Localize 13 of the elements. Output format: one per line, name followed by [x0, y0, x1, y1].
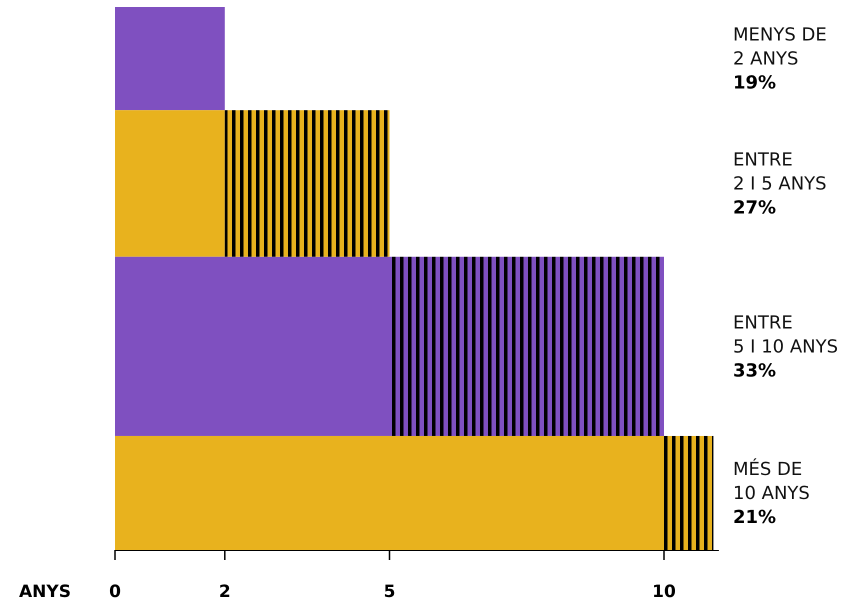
x-tick-label: 5 [384, 582, 396, 602]
text: 27% [733, 197, 776, 218]
y-tick-label: ENTRE 5 I 10 ANYS [733, 312, 838, 358]
y-tick-label: MENYS DE 2 ANYS [733, 24, 827, 70]
x-tick-label: 2 [218, 582, 231, 602]
text: 33% [733, 360, 776, 382]
x-tick-label: 0 [109, 582, 122, 602]
x-axis-title: ANYS [19, 582, 71, 602]
y-tick-label: MÉS DE 10 ANYS [733, 458, 810, 504]
y-tick-label: ENTRE 2 I 5 ANYS [733, 149, 827, 194]
x-tick-label: 10 [652, 582, 676, 602]
text: 19% [733, 72, 776, 94]
text: 21% [733, 506, 776, 528]
